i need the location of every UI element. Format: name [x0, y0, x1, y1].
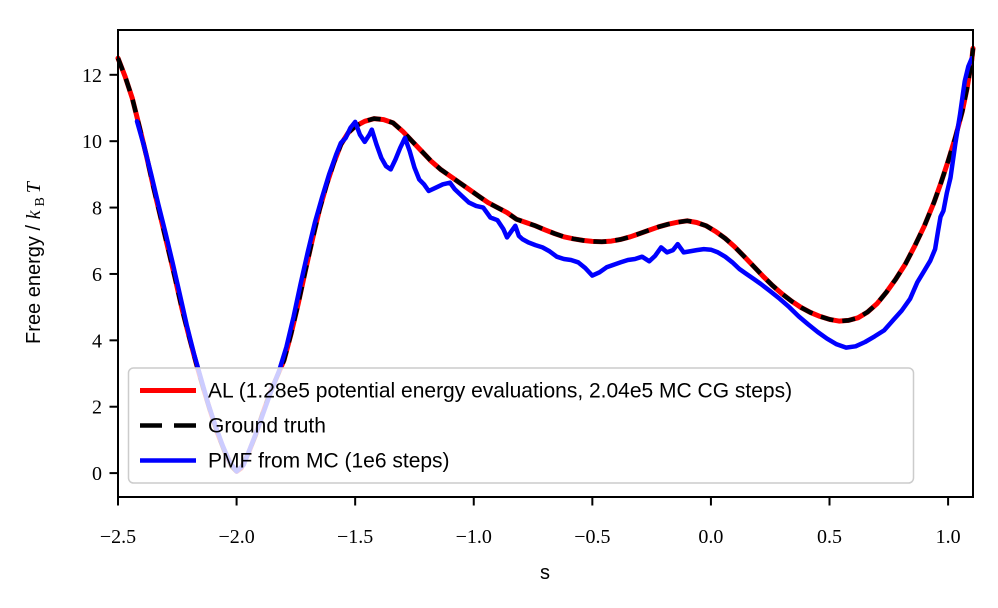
plot-border [117, 29, 974, 498]
x-tick-label: 1.0 [936, 526, 961, 548]
series-line-ground-truth [115, 48, 976, 474]
y-axis: 0 2 4 6 8 10 12 [82, 65, 118, 485]
y-axis-label: Free energy / k B T [23, 180, 48, 344]
series-line-pmf-mc [134, 55, 975, 474]
x-tick-label: −0.5 [574, 526, 610, 548]
y-tick-label: 4 [92, 330, 102, 352]
y-tick-label: 12 [82, 65, 102, 87]
y-tick-label: 8 [92, 198, 102, 220]
x-tick-label: −2.5 [100, 526, 136, 548]
x-axis: −2.5 −2.0 −1.5 −1.0 −0.5 0.0 0.5 1.0 [100, 497, 961, 548]
y-tick-label: 6 [92, 264, 102, 286]
legend-box [127, 367, 915, 484]
x-tick-label: −1.5 [337, 526, 373, 548]
x-tick-label: 0.0 [698, 526, 723, 548]
y-axis-label-k: k [23, 209, 45, 219]
legend-label-al: AL (1.28e5 potential energy evaluations,… [208, 380, 792, 403]
y-axis-label-prefix: Free energy / [23, 219, 45, 344]
x-axis-label: s [540, 562, 550, 584]
legend: AL (1.28e5 potential energy evaluations,… [127, 367, 915, 484]
y-axis-label-T: T [23, 180, 45, 193]
x-tick-label: −1.0 [456, 526, 492, 548]
y-tick-label: 2 [92, 397, 102, 419]
legend-label-pmf: PMF from MC (1e6 steps) [208, 450, 450, 473]
y-axis-label-subscript-B: B [33, 197, 48, 206]
x-tick-label: 0.5 [817, 526, 842, 548]
legend-label-ground-truth: Ground truth [208, 415, 326, 438]
y-tick-label: 10 [82, 131, 102, 153]
x-tick-label: −2.0 [218, 526, 254, 548]
y-tick-label: 0 [92, 463, 102, 485]
